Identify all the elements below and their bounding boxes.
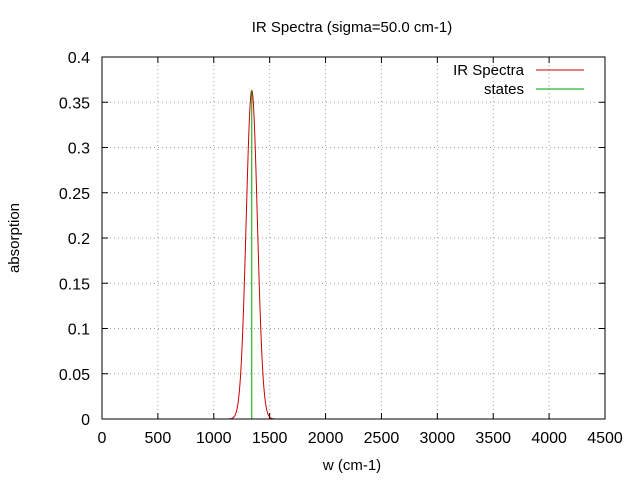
x-tick-labels: 0 500 1000 1500 2000 2500 3000 3500 4000 4500 <box>98 430 623 447</box>
y-tick-label: 0.15 <box>59 276 90 293</box>
y-tick-label: 0.05 <box>59 367 90 384</box>
grid-lines <box>102 57 605 419</box>
x-tick-label: 1000 <box>196 430 232 447</box>
plot-series <box>102 89 605 420</box>
y-tick-labels: 0 0.05 0.1 0.15 0.2 0.25 0.3 0.35 0.4 <box>59 50 90 429</box>
y-axis-title: absorption <box>6 203 23 273</box>
x-tick-label: 1500 <box>252 430 288 447</box>
legend-label: IR Spectra <box>453 62 525 79</box>
x-tick-label: 4500 <box>587 430 623 447</box>
x-axis-title: w (cm-1) <box>322 457 381 474</box>
x-tick-label: 3000 <box>420 430 456 447</box>
chart-title: IR Spectra (sigma=50.0 cm-1) <box>252 19 453 36</box>
y-tick-label: 0.35 <box>59 95 90 112</box>
x-tick-label: 2500 <box>364 430 400 447</box>
y-tick-label: 0.2 <box>68 231 90 248</box>
plot-frame <box>101 56 606 420</box>
legend: IR Spectra states <box>453 62 584 98</box>
y-tick-label: 0.1 <box>68 322 90 339</box>
axis-ticks <box>101 56 606 420</box>
x-tick-label: 2000 <box>308 430 344 447</box>
x-tick-label: 3500 <box>475 430 511 447</box>
y-tick-label: 0.25 <box>59 186 90 203</box>
x-tick-label: 4000 <box>531 430 567 447</box>
y-tick-label: 0.4 <box>68 50 90 67</box>
x-tick-label: 0 <box>98 430 107 447</box>
ir-spectra-series-line <box>102 89 605 420</box>
y-tick-label: 0 <box>81 412 90 429</box>
x-tick-label: 500 <box>145 430 172 447</box>
legend-label: states <box>484 81 524 98</box>
y-tick-label: 0.3 <box>68 141 90 158</box>
